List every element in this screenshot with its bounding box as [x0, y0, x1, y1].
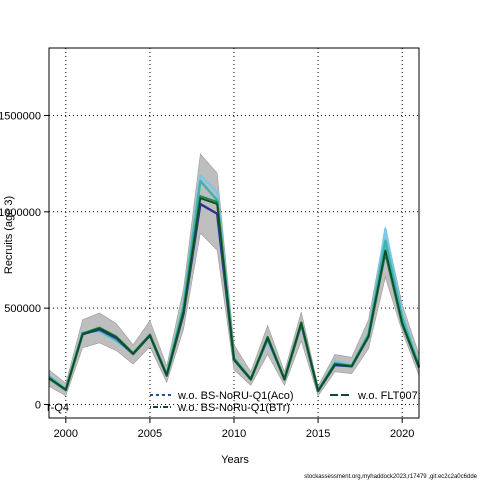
x-tick-label-2020: 2020: [390, 428, 414, 440]
series-line-4: [48, 197, 420, 392]
legend-label-r-q4: r-Q4: [47, 402, 69, 414]
x-tick-label-2010: 2010: [222, 428, 246, 440]
x-tick-label-2015: 2015: [306, 428, 330, 440]
x-tick-label-2005: 2005: [138, 428, 162, 440]
grid: [49, 48, 419, 418]
y-tick-label-500000: 500000: [4, 303, 41, 315]
footer-source-text: stockassessment.org,myhaddock2023,r17479…: [304, 474, 477, 480]
legend: r-Q4 w.o. BS-NoRU-Q1(Aco) w.o. BS-NoRu-Q…: [47, 390, 421, 414]
legend-label-btr: w.o. BS-NoRu-Q1(BTr): [177, 402, 290, 414]
y-tick-label-1000000: 1000000: [0, 207, 41, 219]
y-tick-label-1500000: 1500000: [0, 110, 41, 122]
y-axis: 0 500000 1000000 1500000: [0, 110, 49, 412]
x-axis-title: Years: [221, 454, 249, 466]
legend-label-flt007: w.o. FLT007:: [357, 390, 421, 402]
legend-label-aco: w.o. BS-NoRU-Q1(Aco): [177, 390, 294, 402]
x-tick-label-2000: 2000: [54, 428, 78, 440]
series-lines: [48, 173, 421, 393]
y-tick-label-0: 0: [35, 400, 41, 412]
x-axis: 2000 2005 2010 2015 2020: [54, 418, 414, 440]
y-axis-title: Recruits (age 3): [3, 196, 15, 274]
